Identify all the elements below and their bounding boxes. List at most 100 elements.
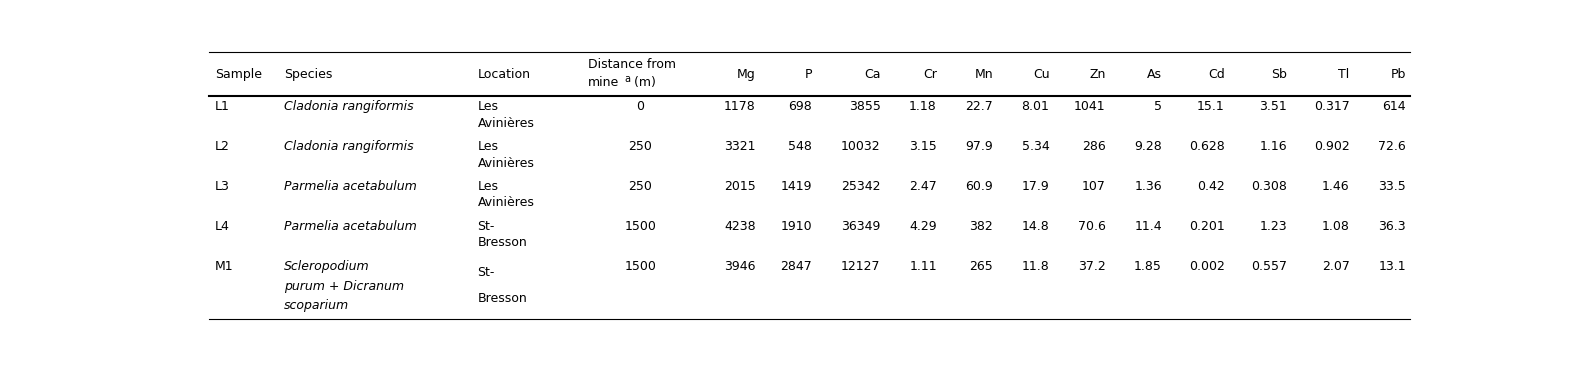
- Text: 265: 265: [969, 261, 993, 273]
- Text: Pb: Pb: [1391, 68, 1406, 81]
- Text: Cr: Cr: [923, 68, 938, 81]
- Text: 0: 0: [637, 100, 645, 113]
- Text: 1.23: 1.23: [1260, 220, 1287, 233]
- Text: 1178: 1178: [724, 100, 755, 113]
- Text: 3855: 3855: [849, 100, 881, 113]
- Text: Mn: Mn: [975, 68, 993, 81]
- Text: 12127: 12127: [842, 261, 881, 273]
- Text: 5.34: 5.34: [1022, 140, 1049, 153]
- Text: Cladonia rangiformis: Cladonia rangiformis: [283, 140, 414, 153]
- Text: 4.29: 4.29: [909, 220, 938, 233]
- Text: 1419: 1419: [780, 180, 812, 193]
- Text: 1500: 1500: [624, 220, 656, 233]
- Text: Avinières: Avinières: [478, 117, 535, 130]
- Text: Bresson: Bresson: [478, 236, 527, 249]
- Text: 0.317: 0.317: [1313, 100, 1350, 113]
- Text: 17.9: 17.9: [1022, 180, 1049, 193]
- Text: Sb: Sb: [1271, 68, 1287, 81]
- Text: 4238: 4238: [724, 220, 755, 233]
- Text: 107: 107: [1082, 180, 1106, 193]
- Text: 11.8: 11.8: [1022, 261, 1049, 273]
- Text: 250: 250: [628, 140, 653, 153]
- Text: 614: 614: [1383, 100, 1406, 113]
- Text: 0.002: 0.002: [1189, 261, 1224, 273]
- Text: 70.6: 70.6: [1078, 220, 1106, 233]
- Text: 13.1: 13.1: [1378, 261, 1406, 273]
- Text: 0.628: 0.628: [1189, 140, 1224, 153]
- Text: L1: L1: [216, 100, 230, 113]
- Text: 286: 286: [1082, 140, 1106, 153]
- Text: 11.4: 11.4: [1134, 220, 1162, 233]
- Text: 5: 5: [1155, 100, 1162, 113]
- Text: 9.28: 9.28: [1134, 140, 1162, 153]
- Text: 0.902: 0.902: [1313, 140, 1350, 153]
- Text: 72.6: 72.6: [1378, 140, 1406, 153]
- Text: Tl: Tl: [1339, 68, 1350, 81]
- Text: a: a: [624, 73, 631, 84]
- Text: Bresson: Bresson: [478, 292, 527, 306]
- Text: 1041: 1041: [1074, 100, 1106, 113]
- Text: Sample: Sample: [216, 68, 263, 81]
- Text: Avinières: Avinières: [478, 196, 535, 210]
- Text: 1.08: 1.08: [1321, 220, 1350, 233]
- Text: 3.15: 3.15: [909, 140, 938, 153]
- Text: 25342: 25342: [842, 180, 881, 193]
- Text: L4: L4: [216, 220, 230, 233]
- Text: Scleropodium: Scleropodium: [283, 261, 370, 273]
- Text: Cladonia rangiformis: Cladonia rangiformis: [283, 100, 414, 113]
- Text: 2.07: 2.07: [1321, 261, 1350, 273]
- Text: Les: Les: [478, 180, 499, 193]
- Text: 36.3: 36.3: [1378, 220, 1406, 233]
- Text: 1.36: 1.36: [1134, 180, 1162, 193]
- Text: Zn: Zn: [1090, 68, 1106, 81]
- Text: 3946: 3946: [724, 261, 755, 273]
- Text: 382: 382: [969, 220, 993, 233]
- Text: 3.51: 3.51: [1260, 100, 1287, 113]
- Text: 1.16: 1.16: [1260, 140, 1287, 153]
- Text: 250: 250: [628, 180, 653, 193]
- Text: Mg: Mg: [736, 68, 755, 81]
- Text: 37.2: 37.2: [1078, 261, 1106, 273]
- Text: St-: St-: [478, 266, 495, 279]
- Text: Les: Les: [478, 100, 499, 113]
- Text: mine: mine: [588, 76, 618, 89]
- Text: 33.5: 33.5: [1378, 180, 1406, 193]
- Text: Cu: Cu: [1033, 68, 1049, 81]
- Text: 15.1: 15.1: [1197, 100, 1224, 113]
- Text: 1910: 1910: [780, 220, 812, 233]
- Text: M1: M1: [216, 261, 233, 273]
- Text: 8.01: 8.01: [1021, 100, 1049, 113]
- Text: 97.9: 97.9: [966, 140, 993, 153]
- Text: scoparium: scoparium: [283, 299, 349, 312]
- Text: 36349: 36349: [842, 220, 881, 233]
- Text: 698: 698: [788, 100, 812, 113]
- Text: Parmelia acetabulum: Parmelia acetabulum: [283, 180, 417, 193]
- Text: 0.557: 0.557: [1251, 261, 1287, 273]
- Text: 1500: 1500: [624, 261, 656, 273]
- Text: (m): (m): [631, 76, 656, 89]
- Text: 1.11: 1.11: [909, 261, 938, 273]
- Text: Location: Location: [478, 68, 530, 81]
- Text: 1.85: 1.85: [1134, 261, 1162, 273]
- Text: 60.9: 60.9: [966, 180, 993, 193]
- Text: 2015: 2015: [724, 180, 755, 193]
- Text: Distance from: Distance from: [588, 58, 676, 71]
- Text: P: P: [804, 68, 812, 81]
- Text: 0.308: 0.308: [1251, 180, 1287, 193]
- Text: 22.7: 22.7: [966, 100, 993, 113]
- Text: 1.18: 1.18: [909, 100, 938, 113]
- Text: Ca: Ca: [864, 68, 881, 81]
- Text: Avinières: Avinières: [478, 157, 535, 169]
- Text: 548: 548: [788, 140, 812, 153]
- Text: 2.47: 2.47: [909, 180, 938, 193]
- Text: 3321: 3321: [724, 140, 755, 153]
- Text: Cd: Cd: [1208, 68, 1224, 81]
- Text: 1.46: 1.46: [1321, 180, 1350, 193]
- Text: Species: Species: [283, 68, 332, 81]
- Text: Parmelia acetabulum: Parmelia acetabulum: [283, 220, 417, 233]
- Text: 2847: 2847: [780, 261, 812, 273]
- Text: L3: L3: [216, 180, 230, 193]
- Text: 0.201: 0.201: [1189, 220, 1224, 233]
- Text: L2: L2: [216, 140, 230, 153]
- Text: 0.42: 0.42: [1197, 180, 1224, 193]
